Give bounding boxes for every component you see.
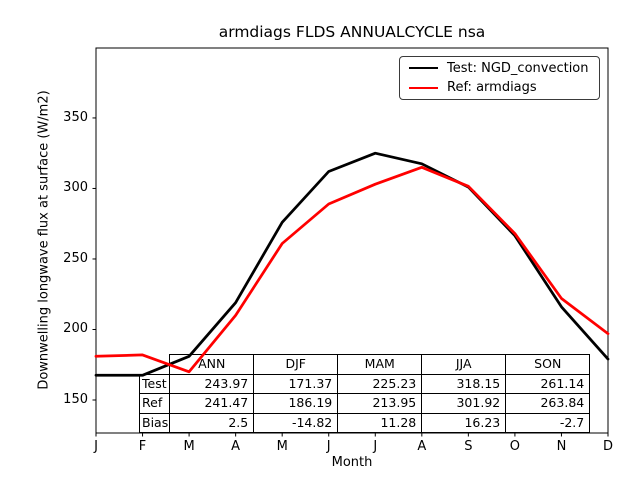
legend-item: Test: NGD_convection — [409, 60, 599, 76]
x-tick-label: M — [276, 439, 288, 454]
legend: Test: NGD_convection Ref: armdiags — [399, 56, 600, 100]
x-tick-label: S — [464, 439, 473, 454]
table-cell: -14.82 — [253, 412, 339, 433]
table-cell: 186.19 — [253, 393, 339, 414]
table-cell: 318.15 — [421, 373, 507, 394]
series-line — [94, 165, 610, 374]
table-header-cell: SON — [505, 354, 591, 375]
x-tick-label: O — [509, 439, 521, 454]
x-tick-label: J — [373, 439, 378, 454]
table-cell: 263.84 — [505, 393, 591, 414]
y-tick-label: 150 — [63, 392, 88, 407]
y-tick-label: 200 — [63, 321, 88, 337]
x-axis-label: Month — [331, 455, 373, 470]
table-cell: -2.7 — [505, 412, 591, 433]
table-cell: 261.14 — [505, 373, 591, 394]
x-tick-label: M — [183, 439, 195, 454]
x-tick-label: F — [138, 439, 147, 454]
x-tick-label: J — [94, 439, 98, 454]
stats-table: ANN DJF MAM JJA SON Test 243.97 171.37 225.23 318… — [138, 354, 591, 433]
table-row: Test 243.97 171.37 225.23 318.15 261.14 — [138, 373, 591, 394]
x-tick-label: A — [417, 439, 427, 454]
legend-item: Ref: armdiags — [409, 80, 599, 96]
chart-title: armdiags FLDS ANNUALCYCLE nsa — [218, 23, 486, 41]
table-header-row: ANN DJF MAM JJA SON — [140, 354, 591, 375]
series-line — [94, 151, 610, 377]
x-tick-label: J — [326, 439, 331, 454]
table-row: Bias 2.5 -14.82 11.28 16.23 -2.7 — [138, 412, 591, 433]
x-tick-label: D — [602, 439, 613, 454]
axes-frame — [95, 47, 609, 434]
table-header-cell: MAM — [337, 354, 423, 375]
table-cell: 301.92 — [421, 393, 507, 414]
y-tick-label: 300 — [63, 180, 88, 196]
legend-item-label: Ref: armdiags — [447, 80, 537, 96]
legend-line-sample — [409, 67, 438, 70]
table-row-label: Bias — [138, 412, 171, 433]
table-header-cell: DJF — [253, 354, 339, 375]
x-tick-label: A — [231, 439, 241, 454]
x-tick-label: N — [556, 439, 567, 454]
table-cell: 225.23 — [337, 373, 423, 394]
table-cell: 241.47 — [169, 393, 255, 414]
table-cell: 171.37 — [253, 373, 339, 394]
table-row-label: Ref — [138, 393, 171, 414]
y-tick-label: 250 — [63, 250, 88, 266]
table-row: Ref 241.47 186.19 213.95 301.92 263.84 — [138, 393, 591, 414]
table-cell: 11.28 — [337, 412, 423, 433]
table-cell: 213.95 — [337, 393, 423, 414]
table-cell: 243.97 — [169, 373, 255, 394]
legend-line-sample — [409, 86, 438, 89]
table-row-label: Test — [138, 373, 171, 394]
legend-item-label: Test: NGD_convection — [447, 60, 589, 76]
y-tick-label: 350 — [63, 109, 88, 125]
